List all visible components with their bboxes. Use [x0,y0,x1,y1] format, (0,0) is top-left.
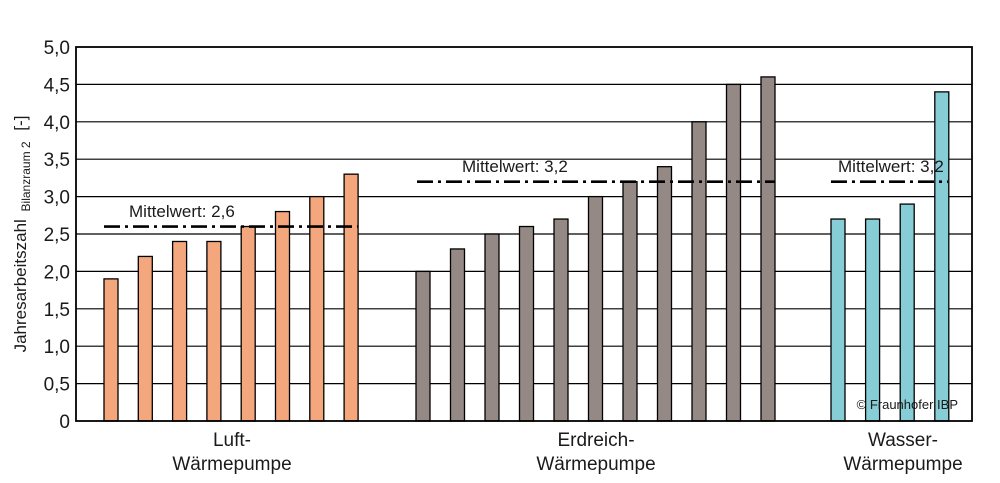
bar [274,210,291,422]
y-tick-label: 3,0 [44,188,70,209]
category-label-line2: Wärmepumpe [843,454,962,475]
y-tick-label: 2,5 [44,225,70,246]
bar [206,240,222,422]
category-label-line1: Luft- [213,430,251,451]
y-axis-title-main: Jahresarbeitszahl [11,219,30,352]
category-label-line1: Erdreich- [557,430,634,451]
y-tick-label: 0,5 [44,375,70,396]
bar [415,270,431,422]
y-tick-label: 0 [59,412,70,433]
y-tick-labels: 0 0,5 1,0 1,5 2,0 2,5 3,0 3,5 4,0 4,5 5,0 [44,38,70,433]
bar [343,173,359,422]
y-tick-label: 1,5 [44,300,70,321]
bar [309,195,325,422]
bar [691,121,707,422]
y-tick-label: 2,0 [44,262,70,283]
bar [864,218,881,422]
bar [103,278,119,422]
y-tick-label: 1,0 [44,337,70,358]
y-tick-label: 5,0 [44,38,70,59]
mean-label: Mittelwert: 2,6 [129,202,235,221]
mean-label: Mittelwert: 3,2 [462,157,568,176]
bar [622,180,638,422]
bar [484,233,500,422]
bar [656,166,673,422]
mean-label: Mittelwert: 3,2 [838,157,944,176]
y-axis-title: Jahresarbeitszahl Bilanzraum 2 [-] [11,116,34,353]
category-label-line2: Wärmepumpe [172,454,291,475]
y-tick-label: 4,5 [44,75,70,96]
bar [899,203,915,422]
mean-lines: Mittelwert: 2,6 Mittelwert: 3,2 Mittelwert… [104,157,948,228]
category-label-line2: Wärmepumpe [536,454,655,475]
y-tick-label: 3,5 [44,150,70,171]
plot-frame [75,46,973,422]
bar [137,255,153,422]
bar [830,218,846,422]
bar [449,248,466,422]
y-axis-title-subscript: Bilanzraum 2 [19,141,33,211]
bar [171,240,188,422]
bar [760,76,776,422]
category-label-line1: Wasser- [868,430,938,451]
copyright-note: © Fraunhofer IBP [857,397,958,412]
bar [240,225,256,422]
y-tick-label: 4,0 [44,113,70,134]
category-labels: Luft- Wärmepumpe Erdreich- Wärmepumpe Wasser… [172,430,962,475]
y-axis-title-unit: [-] [11,116,30,131]
bar [587,195,604,422]
bar [934,91,950,422]
bar [725,83,742,422]
bars [103,76,950,422]
bar [553,218,569,422]
bar [518,225,535,422]
